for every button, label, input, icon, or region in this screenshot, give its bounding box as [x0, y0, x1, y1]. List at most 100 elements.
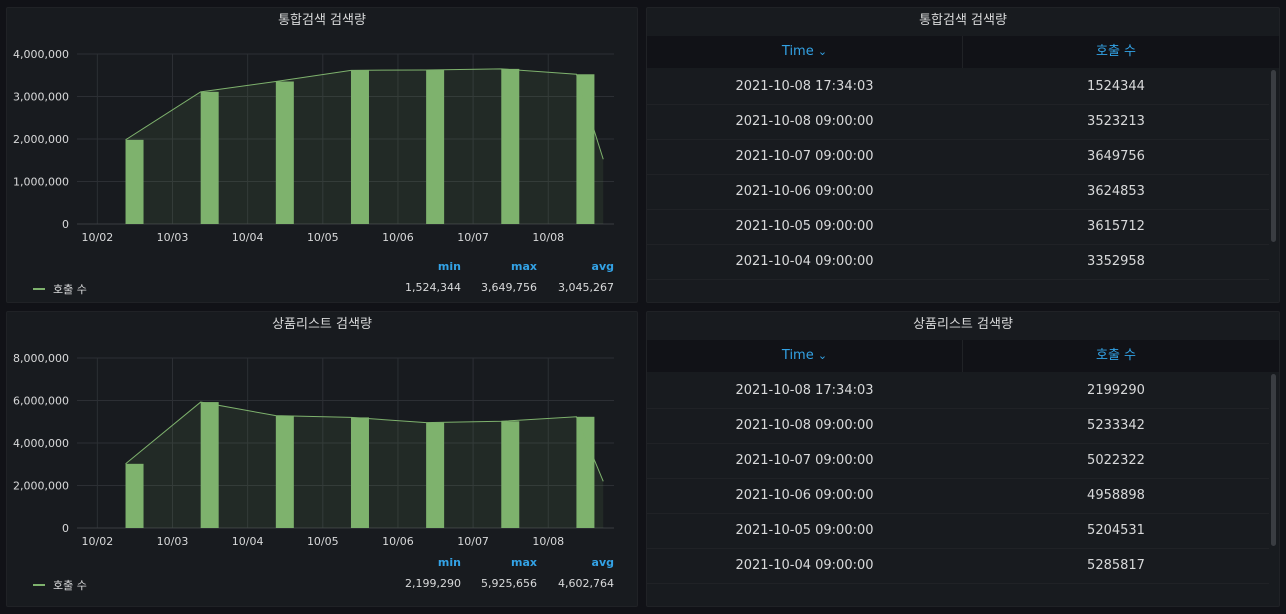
bar [200, 91, 219, 224]
count-cell: 5204531 [1087, 523, 1145, 538]
series-color-swatch[interactable] [33, 288, 45, 290]
x-tick-label: 10/06 [382, 231, 414, 244]
table-row: 2021-10-04 09:00:00 3352958 [647, 244, 1269, 280]
column-header-time[interactable]: Time ⌄ [647, 36, 963, 68]
y-tick-label: 8,000,000 [13, 352, 69, 365]
y-tick-label: 0 [62, 218, 69, 231]
legend: min max avg 호출 수 1,524,344 3,649,756 3,0… [7, 260, 637, 296]
table-scrollbar[interactable] [1271, 374, 1276, 546]
bar [576, 416, 595, 528]
count-cell: 3624853 [1087, 184, 1145, 199]
y-tick-label: 3,000,000 [13, 91, 69, 104]
column-header-time[interactable]: Time ⌄ [647, 340, 963, 372]
series-color-swatch[interactable] [33, 584, 45, 586]
legend-header-min[interactable]: min [437, 260, 461, 273]
x-tick-label: 10/07 [457, 231, 489, 244]
legend-header-avg[interactable]: avg [591, 260, 614, 273]
table-header: Time ⌄ 호출 수 [647, 36, 1279, 68]
time-cell: 2021-10-08 09:00:00 [735, 114, 874, 129]
sort-chevron-icon: ⌄ [817, 349, 828, 362]
time-cell: 2021-10-06 09:00:00 [735, 488, 874, 503]
legend-row: 호출 수 1,524,344 3,649,756 3,045,267 [7, 281, 637, 297]
legend-avg-value: 3,045,267 [558, 281, 614, 294]
chart-svg[interactable]: 0 1,000,000 2,000,000 3,000,000 4,000,000 10/… [7, 34, 639, 274]
sort-chevron-icon: ⌄ [817, 45, 828, 58]
time-cell: 2021-10-06 09:00:00 [735, 184, 874, 199]
count-cell: 3352958 [1087, 254, 1145, 269]
x-tick-label: 10/04 [232, 231, 264, 244]
table-row: 2021-10-07 09:00:00 3649756 [647, 139, 1269, 175]
series-group [125, 68, 604, 224]
legend-min-value: 2,199,290 [405, 577, 461, 590]
panel-title[interactable]: 통합검색 검색량 [278, 13, 366, 28]
panel-title[interactable]: 통합검색 검색량 [919, 13, 1007, 28]
bar [125, 463, 144, 528]
x-tick-label: 10/03 [157, 231, 189, 244]
x-tick-label: 10/07 [457, 535, 489, 548]
time-cell: 2021-10-05 09:00:00 [735, 219, 874, 234]
time-cell: 2021-10-08 09:00:00 [735, 418, 874, 433]
column-header-time-label: Time [781, 44, 814, 59]
table-panel-integrated-search: 통합검색 검색량 Time ⌄ 호출 수 2021-10-08 17:34:03… [646, 7, 1280, 303]
legend-avg-value: 4,602,764 [558, 577, 614, 590]
x-tick-label: 10/06 [382, 535, 414, 548]
bar [125, 139, 144, 224]
chart-svg[interactable]: 0 2,000,000 4,000,000 6,000,000 8,000,000 10/… [7, 338, 639, 578]
time-cell: 2021-10-08 17:34:03 [735, 383, 874, 398]
table-row: 2021-10-06 09:00:00 3624853 [647, 174, 1269, 210]
table-header: Time ⌄ 호출 수 [647, 340, 1279, 372]
legend-header-max[interactable]: max [511, 556, 537, 569]
time-cell: 2021-10-04 09:00:00 [735, 254, 874, 269]
legend-header-avg[interactable]: avg [591, 556, 614, 569]
table-row: 2021-10-08 17:34:03 1524344 [647, 69, 1269, 105]
count-cell: 3615712 [1087, 219, 1145, 234]
table-row: 2021-10-07 09:00:00 5022322 [647, 443, 1269, 479]
legend-header-min[interactable]: min [437, 556, 461, 569]
bar [576, 74, 595, 224]
panel-title[interactable]: 상품리스트 검색량 [272, 317, 372, 332]
column-header-count[interactable]: 호출 수 [1095, 44, 1136, 59]
table-row: 2021-10-08 17:34:03 2199290 [647, 373, 1269, 409]
series-line [125, 401, 604, 482]
legend-row: 호출 수 2,199,290 5,925,656 4,602,764 [7, 577, 637, 593]
y-tick-label: 1,000,000 [13, 176, 69, 189]
y-tick-label: 2,000,000 [13, 480, 69, 493]
table-row: 2021-10-05 09:00:00 3615712 [647, 209, 1269, 245]
count-cell: 2199290 [1087, 383, 1145, 398]
table-row: 2021-10-04 09:00:00 5285817 [647, 548, 1269, 584]
count-cell: 1524344 [1087, 79, 1145, 94]
column-header-time-label: Time [781, 348, 814, 363]
bar [275, 415, 294, 528]
series-group [125, 401, 604, 528]
panel-title[interactable]: 상품리스트 검색량 [913, 317, 1013, 332]
bar [501, 68, 520, 224]
chart-panel-integrated-search: 통합검색 검색량 0 1,000,000 2,000,000 3,000,000 4,0… [6, 7, 638, 303]
legend-min-value: 1,524,344 [405, 281, 461, 294]
x-tick-label: 10/05 [307, 535, 339, 548]
time-cell: 2021-10-07 09:00:00 [735, 453, 874, 468]
table-row: 2021-10-08 09:00:00 3523213 [647, 104, 1269, 140]
table-row: 2021-10-08 09:00:00 5233342 [647, 408, 1269, 444]
x-tick-label: 10/02 [82, 231, 114, 244]
legend-header-max[interactable]: max [511, 260, 537, 273]
count-cell: 4958898 [1087, 488, 1145, 503]
y-tick-label: 6,000,000 [13, 395, 69, 408]
legend: min max avg 호출 수 2,199,290 5,925,656 4,6… [7, 556, 637, 592]
x-tick-label: 10/05 [307, 231, 339, 244]
time-cell: 2021-10-04 09:00:00 [735, 558, 874, 573]
table-panel-product-list-search: 상품리스트 검색량 Time ⌄ 호출 수 2021-10-08 17:34:0… [646, 311, 1280, 607]
x-tick-label: 10/08 [532, 231, 564, 244]
bar [350, 417, 369, 528]
count-cell: 5022322 [1087, 453, 1145, 468]
legend-header: min max avg [7, 556, 637, 570]
bar [275, 81, 294, 224]
legend-series-name[interactable]: 호출 수 [53, 579, 87, 592]
time-cell: 2021-10-07 09:00:00 [735, 149, 874, 164]
column-header-count[interactable]: 호출 수 [1095, 348, 1136, 363]
series-line [125, 68, 604, 160]
legend-max-value: 5,925,656 [481, 577, 537, 590]
table-scrollbar[interactable] [1271, 70, 1276, 242]
bar [426, 422, 445, 528]
y-tick-label: 0 [62, 522, 69, 535]
legend-series-name[interactable]: 호출 수 [53, 283, 87, 296]
